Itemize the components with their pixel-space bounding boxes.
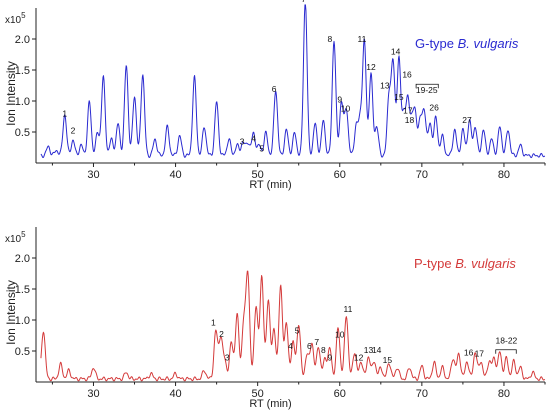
peak-label: 8	[328, 34, 333, 44]
series-trace	[40, 270, 546, 382]
peak-label: 1	[62, 109, 67, 119]
peak-label: 12	[366, 62, 376, 72]
y-tick-label: 1.5	[15, 284, 30, 296]
chart-title: P-type B. vulgaris	[414, 256, 516, 271]
peak-group-bracket	[415, 83, 439, 89]
chart-title-species: B. vulgaris	[458, 36, 519, 51]
x-axis-label: RT (min)	[249, 179, 291, 191]
x-tick-label: 50	[252, 169, 264, 181]
peak-label: 5	[259, 143, 264, 153]
y-tick-label: 1.5	[15, 65, 30, 77]
peak-label: 1	[211, 318, 216, 328]
y-tick-label: 0.5	[15, 127, 30, 139]
peak-group-bracket	[495, 349, 517, 354]
peak-label: 13	[380, 81, 390, 91]
y-multiplier-base: x10	[5, 234, 22, 245]
peak-label: 4	[288, 341, 293, 351]
peak-label: 3	[240, 137, 245, 147]
y-tick-label: 1.0	[15, 96, 30, 108]
peak-label: 14	[372, 345, 382, 355]
peak-label: 15	[394, 92, 404, 102]
y-tick-label: 1.0	[15, 315, 30, 327]
peak-label: 26	[429, 102, 439, 112]
peak-label: 6	[307, 341, 312, 351]
y-tick-label: 0.5	[15, 346, 30, 358]
x-tick-label: 60	[334, 388, 346, 400]
y-tick-label: 2.0	[15, 253, 30, 265]
peak-label: 8	[321, 345, 326, 355]
peak-label: 17	[403, 106, 413, 116]
peak-label: 12	[354, 352, 364, 362]
y-tick-label: 2.0	[15, 34, 30, 46]
peak-label: 15	[383, 355, 393, 365]
x-tick-label: 80	[498, 169, 510, 181]
y-multiplier: x105	[5, 230, 26, 245]
y-multiplier-exponent: 5	[21, 11, 26, 20]
peak-label: 2	[219, 329, 224, 339]
x-axis-label: RT (min)	[249, 398, 291, 410]
peak-label: 9	[337, 94, 342, 104]
x-tick-label: 40	[169, 388, 181, 400]
peak-label: 18-22	[496, 336, 518, 346]
peak-label: 7	[301, 0, 306, 4]
peak-label: 11	[358, 34, 367, 44]
x-tick-label: 50	[252, 388, 264, 400]
y-multiplier: x105	[5, 11, 26, 26]
x-tick-label: 80	[498, 388, 510, 400]
peak-label: 10	[335, 329, 345, 339]
x-tick-label: 70	[416, 169, 428, 181]
peak-label: 27	[462, 115, 472, 125]
peak-label: 10	[341, 104, 351, 114]
peak-label: 16	[464, 347, 474, 357]
chart-panel-2: 30 40 50 60 70 80 0.5 1.0 1.5 2.0 RT (min) Ion Inte…	[4, 227, 546, 410]
chart-panel-1: 30 40 50 60 70 80 0.5 1.0 1.5 2.0 RT (min) Ion Inte…	[4, 0, 546, 191]
peak-label: 6	[272, 84, 277, 94]
y-axis-label: Ion Intensity	[4, 280, 18, 345]
peak-label: 7	[314, 337, 319, 347]
x-tick-label: 70	[416, 388, 428, 400]
y-multiplier-exponent: 5	[21, 230, 26, 239]
peak-label: 3	[225, 352, 230, 362]
y-axis-label: Ion Intensity	[4, 61, 18, 126]
peak-label: 4	[251, 133, 256, 143]
peak-label: 19-25	[416, 85, 438, 95]
chart-title-prefix: P-type	[414, 256, 455, 271]
peak-label: 16	[402, 70, 412, 80]
chart-title: G-type B. vulgaris	[415, 36, 519, 51]
peak-label: 18	[405, 115, 415, 125]
peak-label: 9	[328, 352, 333, 362]
x-tick-label: 60	[334, 169, 346, 181]
x-tick-label: 30	[87, 169, 99, 181]
chart-title-prefix: G-type	[415, 36, 458, 51]
series-trace	[40, 4, 546, 159]
peak-label: 2	[71, 125, 76, 135]
peak-label: 14	[391, 47, 401, 57]
peak-label: 13	[364, 345, 374, 355]
peak-label: 11	[344, 304, 353, 314]
peak-label: 5	[295, 326, 300, 336]
y-multiplier-base: x10	[5, 15, 22, 26]
peak-label: 17	[475, 349, 485, 359]
chart-title-species: B. vulgaris	[455, 256, 516, 271]
x-tick-label: 30	[87, 388, 99, 400]
x-tick-label: 40	[169, 169, 181, 181]
